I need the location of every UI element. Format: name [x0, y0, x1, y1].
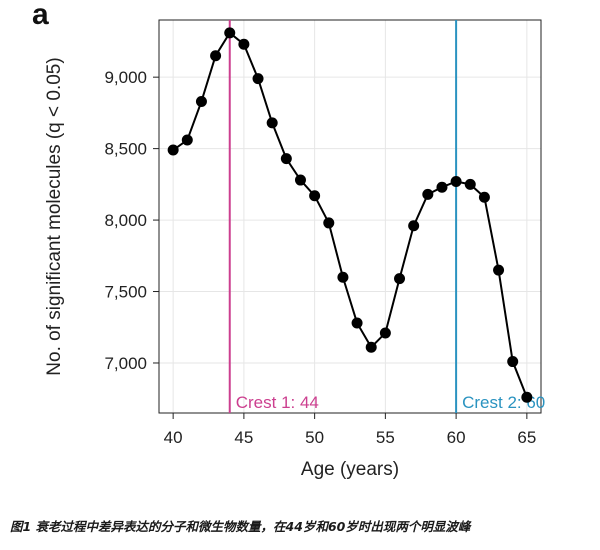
data-point — [280, 153, 292, 165]
data-point — [379, 327, 391, 339]
data-point — [521, 391, 533, 403]
data-point — [266, 117, 278, 129]
figure-card: a Crest 1: 44 Crest 2: 60 40 45 50 55 60 65 7,… — [6, 0, 594, 505]
figure-caption-text: 图1 衰老过程中差异表达的分子和微生物数量，在44岁和60岁时出现两个明显波峰 — [10, 519, 471, 534]
data-point — [408, 220, 420, 232]
y-axis: 7,000 7,500 8,000 8,500 9,000 — [104, 68, 159, 373]
data-point — [351, 317, 363, 329]
x-tick-label: 40 — [164, 428, 183, 447]
crest-label-1: Crest 1: 44 — [236, 393, 319, 412]
data-point — [238, 38, 250, 50]
data-point — [450, 175, 462, 187]
x-tick-label: 60 — [447, 428, 466, 447]
y-axis-label: No. of significant molecules (q < 0.05) — [44, 57, 65, 375]
x-axis: 40 45 50 55 60 65 — [164, 413, 536, 447]
plot-frame — [158, 19, 542, 414]
y-tick-label: 8,000 — [104, 211, 147, 230]
data-point — [478, 191, 490, 203]
x-tick-label: 45 — [234, 428, 253, 447]
data-point — [323, 217, 335, 229]
data-point — [195, 95, 207, 107]
x-axis-label: Age (years) — [301, 459, 399, 480]
x-tick-label: 50 — [305, 428, 324, 447]
data-point — [181, 134, 193, 146]
data-point — [507, 356, 519, 368]
data-point — [252, 73, 264, 85]
crest-lines: Crest 1: 44 Crest 2: 60 — [228, 20, 545, 413]
data-point — [365, 341, 377, 353]
x-tick-label: 55 — [376, 428, 395, 447]
crest-label-2: Crest 2: 60 — [462, 393, 545, 412]
data-point — [436, 181, 448, 193]
x-tick-label: 65 — [517, 428, 536, 447]
data-point — [464, 178, 476, 190]
line-chart: Crest 1: 44 Crest 2: 60 40 45 50 55 60 65 7,00… — [44, 19, 545, 480]
data-point — [294, 174, 306, 186]
series-line — [172, 31, 528, 398]
series-layer — [167, 27, 533, 403]
data-point — [493, 264, 505, 276]
data-point — [337, 271, 349, 283]
y-tick-label: 7,500 — [104, 283, 147, 302]
y-tick-label: 7,000 — [104, 354, 147, 373]
grid — [159, 20, 541, 413]
panel-label: a — [32, 0, 49, 31]
data-point — [167, 144, 179, 156]
data-point — [394, 273, 406, 285]
data-point — [422, 188, 434, 200]
data-point — [224, 27, 236, 39]
y-tick-label: 9,000 — [104, 68, 147, 87]
data-point — [210, 50, 222, 62]
y-tick-label: 8,500 — [104, 140, 147, 159]
data-point — [309, 190, 321, 202]
